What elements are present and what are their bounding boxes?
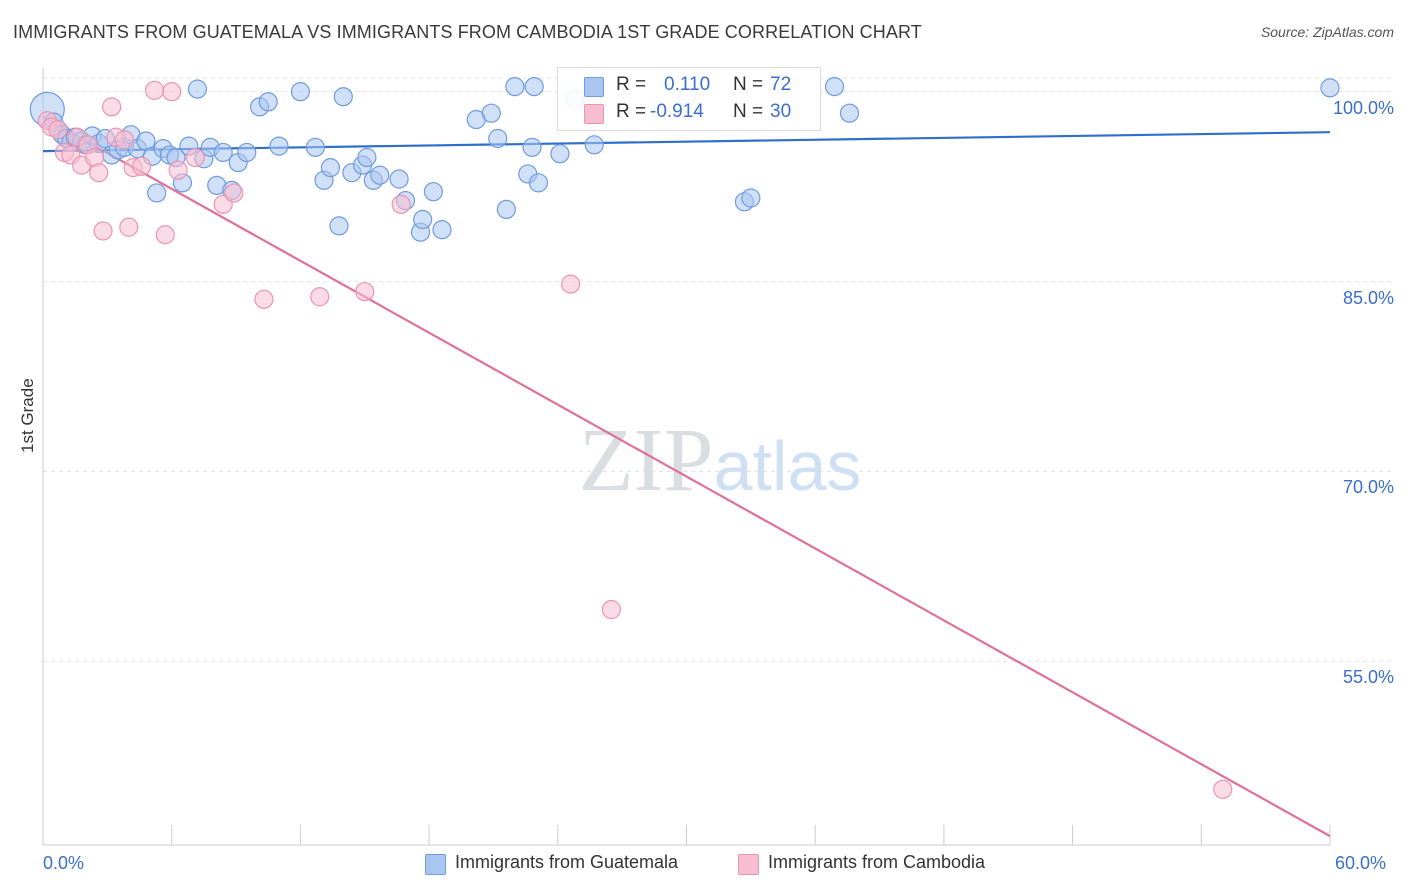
point-s0-54 (481, 103, 501, 123)
legend-label-cambodia: Immigrants from Cambodia (768, 852, 986, 872)
point-s0-71 (1320, 78, 1340, 98)
data-points (29, 76, 1340, 799)
point-s1-17 (144, 80, 165, 100)
point-s1-14 (119, 217, 139, 237)
chart-source: Source: ZipAtlas.com (1260, 24, 1394, 40)
point-s1-27 (391, 194, 411, 214)
point-s0-51 (423, 182, 443, 202)
y-axis-label: 1st Grade (18, 378, 37, 453)
chart-title: IMMIGRANTS FROM GUATEMALA VS IMMIGRANTS … (13, 22, 922, 42)
point-s0-68 (741, 188, 761, 208)
point-s0-50 (413, 209, 433, 230)
point-s0-25 (187, 79, 208, 99)
point-s1-23 (224, 183, 244, 203)
point-s1-20 (168, 160, 188, 180)
point-s1-30 (1213, 779, 1233, 799)
y-tick-label-2: 70.0% (1342, 477, 1394, 498)
r-value: -0.914 (650, 101, 704, 122)
trend-lines (42, 116, 1331, 838)
point-s0-36 (290, 82, 310, 102)
n-label: N = (733, 101, 764, 122)
point-s0-29 (213, 142, 233, 163)
point-s0-35 (269, 136, 289, 156)
point-s0-37 (305, 137, 326, 157)
n-value: 72 (770, 74, 792, 95)
axes (42, 68, 1331, 846)
point-s1-10 (93, 221, 113, 241)
point-s0-47 (389, 169, 409, 189)
stats-legend: R = 0.110 N = 72 R = -0.914 N = 30 (557, 67, 821, 131)
trend-line-s1 (42, 116, 1331, 838)
point-s0-61 (528, 173, 549, 193)
point-s1-21 (185, 147, 205, 168)
point-s0-55 (488, 128, 508, 149)
y-tick-label-1: 85.0% (1342, 287, 1394, 308)
legend-swatch-cambodia (738, 854, 759, 875)
point-s0-56 (496, 199, 516, 220)
stats-row-guatemala: R = 0.110 N = 72 (558, 74, 820, 100)
legend-label-guatemala: Immigrants from Guatemala (455, 852, 679, 872)
point-s0-41 (333, 87, 353, 107)
point-s0-52 (432, 220, 452, 240)
point-s0-70 (839, 103, 860, 123)
watermark-atlas: atlas (714, 427, 862, 505)
point-s1-19 (162, 82, 182, 102)
point-s0-46 (370, 165, 390, 185)
point-s1-11 (102, 97, 122, 117)
y-tick-label-0: 100.0% (1332, 97, 1394, 118)
point-s0-19 (147, 183, 167, 203)
watermark: ZIPatlas (579, 411, 862, 510)
point-s0-39 (320, 158, 341, 178)
point-s0-62 (550, 144, 570, 164)
point-s0-60 (524, 76, 544, 97)
point-s0-44 (357, 147, 377, 168)
point-s1-16 (132, 156, 152, 176)
point-s0-65 (584, 135, 604, 155)
y-tick-label-3: 55.0% (1342, 667, 1394, 688)
n-value: 30 (770, 101, 792, 122)
point-s1-29 (601, 599, 622, 620)
bottom-legend: Immigrants from Guatemala Immigrants fro… (0, 852, 1406, 878)
point-s1-25 (310, 287, 330, 307)
r-label: R = (616, 74, 647, 95)
cambodia-swatch (584, 104, 604, 124)
stats-row-cambodia: R = -0.914 N = 30 (558, 101, 820, 127)
point-s0-69 (824, 76, 845, 97)
x-tick-label-max: 60.0% (1335, 853, 1387, 873)
point-s0-40 (329, 216, 349, 236)
point-s0-34 (258, 92, 278, 112)
r-value: 0.110 (664, 74, 711, 95)
point-s1-24 (254, 289, 274, 309)
trend-line-s0 (42, 131, 1331, 153)
point-s1-18 (155, 225, 175, 245)
point-s1-13 (114, 130, 135, 150)
point-s1-9 (89, 163, 109, 183)
point-s1-26 (355, 282, 375, 302)
point-s0-57 (505, 76, 525, 97)
r-label: R = (616, 101, 647, 122)
point-s0-59 (522, 137, 542, 157)
legend-swatch-guatemala (425, 854, 446, 875)
point-s0-32 (237, 142, 257, 163)
watermark-zip: ZIP (579, 411, 714, 510)
x-tick-label-min: 0.0% (43, 853, 85, 873)
point-s1-28 (561, 274, 581, 294)
n-label: N = (733, 74, 764, 95)
point-s1-2 (48, 120, 68, 140)
guatemala-swatch (584, 77, 604, 97)
